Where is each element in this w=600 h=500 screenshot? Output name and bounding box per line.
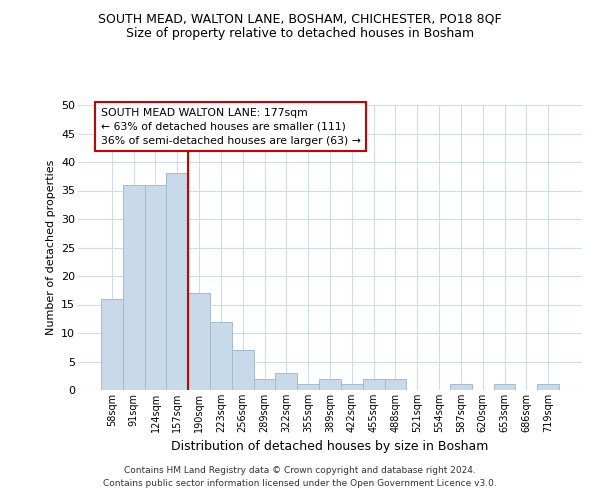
Text: Size of property relative to detached houses in Bosham: Size of property relative to detached ho… (126, 28, 474, 40)
Bar (123, 185, 145, 390)
Bar (275, 373, 297, 390)
Bar (232, 350, 254, 390)
Bar (319, 378, 341, 390)
Bar (145, 185, 166, 390)
Bar (188, 293, 210, 390)
Text: SOUTH MEAD, WALTON LANE, BOSHAM, CHICHESTER, PO18 8QF: SOUTH MEAD, WALTON LANE, BOSHAM, CHICHES… (98, 12, 502, 26)
Bar (363, 378, 385, 390)
Bar (494, 384, 515, 390)
Y-axis label: Number of detached properties: Number of detached properties (46, 160, 56, 335)
Bar (385, 378, 406, 390)
Text: Contains HM Land Registry data © Crown copyright and database right 2024.
Contai: Contains HM Land Registry data © Crown c… (103, 466, 497, 487)
Bar (254, 378, 275, 390)
Text: SOUTH MEAD WALTON LANE: 177sqm
← 63% of detached houses are smaller (111)
36% of: SOUTH MEAD WALTON LANE: 177sqm ← 63% of … (101, 108, 361, 146)
Bar (341, 384, 363, 390)
Bar (450, 384, 472, 390)
Bar (101, 299, 123, 390)
Bar (537, 384, 559, 390)
Bar (210, 322, 232, 390)
X-axis label: Distribution of detached houses by size in Bosham: Distribution of detached houses by size … (172, 440, 488, 454)
Bar (166, 174, 188, 390)
Bar (297, 384, 319, 390)
